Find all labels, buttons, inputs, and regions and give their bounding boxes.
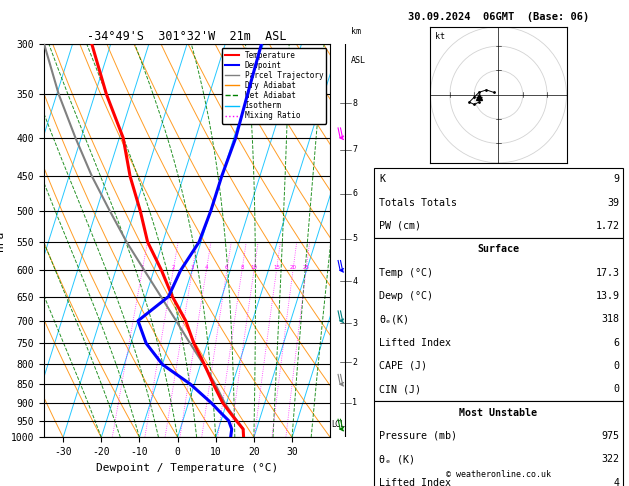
Text: 8: 8: [240, 265, 243, 270]
Text: kt: kt: [435, 32, 445, 41]
Text: 3: 3: [352, 319, 357, 328]
Text: Pressure (mb): Pressure (mb): [379, 431, 457, 441]
Text: Lifted Index: Lifted Index: [379, 338, 451, 347]
Text: 30.09.2024  06GMT  (Base: 06): 30.09.2024 06GMT (Base: 06): [408, 12, 589, 22]
Text: Dewp (°C): Dewp (°C): [379, 291, 433, 301]
Text: PW (cm): PW (cm): [379, 221, 421, 231]
Y-axis label: hPa: hPa: [0, 230, 5, 251]
Text: Most Unstable: Most Unstable: [459, 408, 538, 417]
Text: 7: 7: [352, 145, 357, 155]
Text: 13.9: 13.9: [596, 291, 620, 301]
Text: 318: 318: [601, 314, 620, 324]
Text: 1: 1: [140, 265, 144, 270]
Text: Lifted Index: Lifted Index: [379, 478, 451, 486]
Text: 4: 4: [352, 277, 357, 286]
Text: 3: 3: [191, 265, 194, 270]
Text: km: km: [351, 27, 360, 36]
Text: 0: 0: [613, 384, 620, 394]
Text: ASL: ASL: [351, 55, 365, 65]
Text: Temp (°C): Temp (°C): [379, 268, 433, 278]
Text: 15: 15: [273, 265, 280, 270]
Text: 9: 9: [613, 174, 620, 184]
Text: 20: 20: [289, 265, 296, 270]
Text: 2: 2: [171, 265, 175, 270]
Text: 0: 0: [613, 361, 620, 371]
Text: Totals Totals: Totals Totals: [379, 198, 457, 208]
Text: 10: 10: [250, 265, 257, 270]
Legend: Temperature, Dewpoint, Parcel Trajectory, Dry Adiabat, Wet Adiabat, Isotherm, Mi: Temperature, Dewpoint, Parcel Trajectory…: [222, 48, 326, 123]
Text: θₑ (K): θₑ (K): [379, 454, 415, 464]
Text: 8: 8: [352, 99, 357, 108]
Title: -34°49'S  301°32'W  21m  ASL: -34°49'S 301°32'W 21m ASL: [87, 30, 287, 43]
Text: 5: 5: [352, 234, 357, 243]
Text: CAPE (J): CAPE (J): [379, 361, 427, 371]
Text: K: K: [379, 174, 386, 184]
Text: 39: 39: [608, 198, 620, 208]
Text: 1.72: 1.72: [596, 221, 620, 231]
X-axis label: Dewpoint / Temperature (°C): Dewpoint / Temperature (°C): [96, 463, 278, 473]
Text: 975: 975: [601, 431, 620, 441]
Text: 6: 6: [613, 338, 620, 347]
Text: CIN (J): CIN (J): [379, 384, 421, 394]
Text: 6: 6: [352, 190, 357, 198]
Text: 25: 25: [303, 265, 309, 270]
Text: θₑ(K): θₑ(K): [379, 314, 409, 324]
Text: Surface: Surface: [477, 244, 520, 254]
Text: 17.3: 17.3: [596, 268, 620, 278]
Text: 4: 4: [204, 265, 208, 270]
Text: 322: 322: [601, 454, 620, 464]
Text: LCL: LCL: [331, 419, 345, 429]
Text: 2: 2: [352, 358, 357, 367]
Text: 1: 1: [352, 399, 357, 407]
Text: © weatheronline.co.uk: © weatheronline.co.uk: [446, 469, 551, 479]
Text: 6: 6: [225, 265, 228, 270]
Text: 4: 4: [613, 478, 620, 486]
